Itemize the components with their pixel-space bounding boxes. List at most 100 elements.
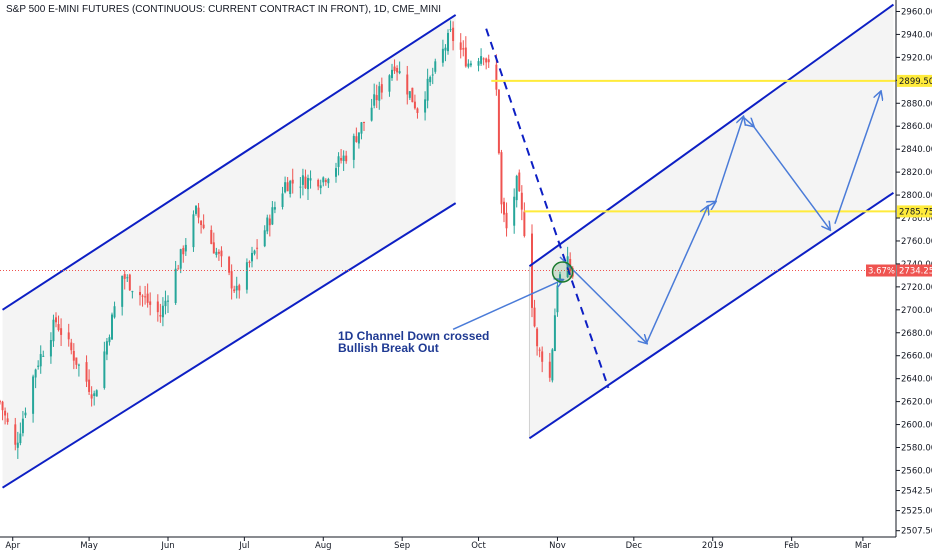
y-tick-label: 2960.00 bbox=[901, 7, 932, 17]
x-tick-label: Apr bbox=[5, 541, 20, 550]
candle-body bbox=[235, 285, 238, 291]
projection-arrow bbox=[708, 202, 716, 207]
candle-body bbox=[200, 220, 203, 226]
x-tick-label: Jun bbox=[160, 541, 174, 550]
last-price-tag-bg bbox=[897, 264, 932, 277]
candle-body bbox=[75, 357, 78, 365]
breakout-arrow bbox=[452, 280, 562, 330]
candle-body bbox=[253, 250, 256, 254]
candle-body bbox=[342, 155, 345, 162]
candle-body bbox=[164, 300, 167, 307]
candle-body bbox=[139, 291, 141, 296]
candle-body bbox=[266, 217, 269, 232]
projection-arrow bbox=[752, 125, 829, 229]
candle-body bbox=[16, 442, 19, 448]
candle-body bbox=[210, 229, 213, 244]
y-tick-label: 2940.00 bbox=[901, 30, 932, 40]
candle-body bbox=[357, 132, 360, 144]
candle-body bbox=[429, 77, 432, 83]
channel-fill-0 bbox=[2, 14, 456, 488]
candle-body bbox=[324, 179, 327, 183]
y-tick-label: 2860.00 bbox=[901, 122, 932, 132]
x-tick-label: Oct bbox=[471, 541, 486, 550]
candle-body bbox=[159, 315, 162, 317]
candle-body bbox=[477, 61, 480, 66]
change-tag-bg bbox=[866, 264, 896, 277]
candle-body bbox=[146, 293, 149, 303]
candle-body bbox=[251, 252, 253, 262]
candle-body bbox=[39, 354, 42, 367]
candle-body bbox=[85, 362, 88, 382]
candle-body bbox=[319, 185, 322, 189]
candle-body bbox=[141, 295, 144, 297]
channel-upper-line-0 bbox=[1, 14, 457, 311]
candle-body bbox=[495, 64, 498, 90]
candle-body bbox=[301, 175, 304, 185]
y-tick-label: 2600.00 bbox=[901, 421, 932, 431]
candle-body bbox=[108, 337, 111, 343]
candle-body bbox=[284, 182, 287, 193]
projection-arrow bbox=[645, 207, 708, 344]
x-tick-label: Nov bbox=[549, 541, 566, 550]
candle-body bbox=[337, 156, 340, 167]
candle-body bbox=[513, 196, 516, 226]
candle-body bbox=[105, 341, 108, 355]
candle-body bbox=[307, 178, 309, 190]
candle-body bbox=[424, 99, 427, 113]
x-tick-label: May bbox=[80, 541, 98, 550]
candle-body bbox=[123, 274, 126, 279]
candle-body bbox=[388, 75, 391, 92]
candle-body bbox=[309, 178, 312, 181]
candle-body bbox=[42, 355, 45, 357]
candle-body bbox=[14, 424, 17, 445]
candle-body bbox=[497, 89, 500, 154]
candle-body bbox=[245, 262, 248, 290]
candle-body bbox=[220, 250, 223, 257]
candle-body bbox=[57, 324, 60, 331]
candle-body bbox=[268, 218, 271, 226]
candle-body bbox=[121, 275, 124, 307]
x-tick-label: Aug bbox=[315, 541, 332, 550]
candle-body bbox=[363, 121, 365, 123]
x-tick-label: 2019 bbox=[702, 541, 724, 550]
candle-body bbox=[179, 249, 182, 269]
y-tick-label: 2560.00 bbox=[901, 466, 932, 476]
candle-body bbox=[131, 291, 134, 293]
candle-body bbox=[441, 48, 444, 63]
candle-body bbox=[411, 87, 414, 103]
candle-body bbox=[167, 300, 169, 302]
candle-body bbox=[406, 74, 409, 95]
candle-body bbox=[128, 274, 131, 291]
candle-body bbox=[4, 410, 7, 416]
x-tick-label: Mar bbox=[855, 541, 872, 550]
breakout-circle bbox=[551, 261, 574, 283]
candle-body bbox=[72, 350, 75, 361]
candle-body bbox=[500, 152, 503, 205]
candle-body bbox=[49, 340, 52, 357]
y-tick-label: 2820.00 bbox=[901, 168, 932, 178]
y-tick-label: 2840.00 bbox=[901, 145, 932, 155]
candle-body bbox=[21, 418, 24, 434]
candle-body bbox=[202, 224, 205, 229]
candle-body bbox=[6, 418, 9, 423]
candle-body bbox=[192, 214, 195, 248]
candle-body bbox=[449, 29, 452, 31]
channel-upper-line-1 bbox=[528, 3, 895, 268]
candle-body bbox=[70, 342, 73, 351]
level-tag-bg-1 bbox=[897, 205, 932, 218]
candle-body bbox=[462, 48, 465, 50]
candle-body bbox=[482, 58, 485, 60]
candle-body bbox=[327, 178, 330, 184]
level-tag-bg-0 bbox=[897, 74, 932, 87]
candle-body bbox=[195, 205, 197, 214]
candle-body bbox=[144, 296, 147, 298]
candle-body bbox=[113, 306, 116, 318]
level-tag-label-1: 2785.75 bbox=[899, 207, 932, 217]
candle-body bbox=[480, 56, 483, 64]
candle-body bbox=[380, 84, 383, 93]
candle-body bbox=[566, 256, 569, 278]
candle-body bbox=[103, 351, 106, 388]
candle-body bbox=[378, 86, 381, 101]
y-tick-label: 2620.00 bbox=[901, 398, 932, 408]
candle-body bbox=[1, 401, 4, 411]
